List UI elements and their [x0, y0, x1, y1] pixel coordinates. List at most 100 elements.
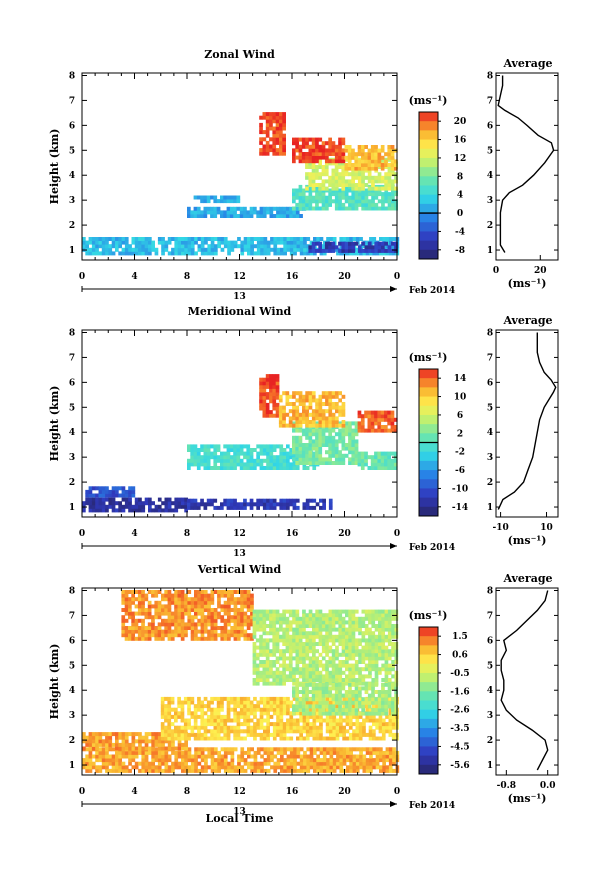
average-profile-line	[497, 75, 555, 253]
heatmap-cell	[134, 618, 139, 623]
heatmap-cell	[131, 508, 136, 513]
heatmap-cells	[82, 374, 398, 513]
heatmap-cell	[293, 750, 297, 755]
heatmap-cell	[289, 448, 293, 452]
heatmap-cell	[282, 214, 287, 218]
heatmap-cell	[98, 493, 103, 498]
heatmap-cell	[338, 652, 343, 657]
heatmap-cell	[223, 747, 228, 752]
heatmap-cell	[187, 754, 192, 759]
heatmap-cell	[365, 761, 370, 766]
heatmap-cell	[230, 729, 234, 734]
heatmap-cell	[181, 768, 185, 773]
heatmap-cell	[230, 615, 234, 620]
heatmap-cell	[367, 192, 372, 197]
heatmap-cell	[335, 634, 339, 639]
heatmap-cell	[270, 758, 274, 763]
heatmap-cell	[223, 462, 227, 467]
heatmap-cell	[305, 453, 309, 458]
heatmap-cell	[388, 725, 393, 730]
heatmap-cell	[91, 746, 96, 751]
heatmap-cell	[190, 600, 195, 605]
heatmap-cell	[308, 202, 313, 207]
heatmap-cell	[263, 768, 268, 773]
heatmap-cell	[266, 498, 270, 503]
heatmap-cell	[141, 746, 146, 751]
heatmap-cell	[272, 395, 277, 400]
heatmap-cell	[338, 172, 342, 177]
heatmap-cell	[147, 604, 152, 609]
heatmap-cell	[286, 466, 290, 470]
heatmap-cell	[246, 714, 251, 719]
heatmap-cell	[305, 409, 309, 414]
heatmap-cell	[233, 597, 238, 602]
heatmap-cell	[348, 439, 352, 444]
heatmap-cell	[374, 192, 379, 197]
heatmap-cell	[197, 611, 201, 616]
heatmap-cell	[308, 631, 313, 636]
heatmap-cell	[372, 718, 376, 723]
heatmap-cell	[285, 674, 290, 679]
heatmap-cell	[272, 455, 277, 460]
heatmap-cell	[361, 175, 365, 180]
heatmap-cell	[164, 240, 169, 245]
heatmap-cell	[197, 714, 201, 719]
heatmap-cell	[378, 725, 383, 730]
heatmap-cell	[108, 739, 113, 744]
heatmap-cell	[98, 244, 103, 249]
heatmap-cell	[380, 145, 385, 149]
heatmap-cell	[293, 240, 297, 245]
heatmap-cell	[243, 718, 247, 723]
heatmap-cell	[223, 714, 228, 719]
heatmap-cell	[210, 240, 215, 245]
heatmap-cell	[296, 237, 301, 241]
heatmap-cell	[174, 593, 178, 598]
heatmap-cell	[293, 768, 297, 773]
heatmap-cell	[371, 195, 375, 200]
heatmap-cell	[98, 768, 103, 773]
heatmap-cell	[177, 604, 182, 609]
heatmap-cell	[184, 237, 188, 241]
heatmap-cell	[151, 626, 155, 630]
heatmap-cell	[124, 604, 129, 609]
heatmap-cell	[302, 678, 306, 682]
heatmap-cell	[282, 502, 287, 507]
heatmap-cell	[302, 620, 306, 625]
heatmap-cell	[214, 247, 218, 252]
heatmap-cell	[200, 704, 205, 709]
heatmap-cell	[292, 421, 296, 426]
heatmap-cell	[111, 240, 116, 245]
heatmap-cell	[341, 394, 346, 399]
heatmap-cell	[226, 458, 231, 463]
heatmap-cell	[210, 754, 215, 759]
heatmap-cell	[328, 248, 332, 253]
heatmap-cell	[318, 642, 323, 646]
heatmap-cell	[220, 593, 225, 598]
heatmap-cell	[167, 736, 172, 741]
y-tick-label: 5	[69, 146, 75, 156]
heatmap-cell	[256, 244, 261, 249]
heatmap-cell	[246, 448, 251, 452]
heatmap-cell	[174, 497, 179, 502]
heatmap-cell	[250, 633, 254, 638]
heatmap-cell	[239, 707, 244, 712]
heatmap-cell	[161, 636, 165, 641]
heatmap-cell	[321, 391, 326, 396]
heatmap-cell	[325, 652, 329, 657]
heatmap-cell	[309, 251, 314, 256]
heatmap-cell	[325, 696, 330, 701]
heatmap-cell	[355, 768, 360, 773]
heatmap-cell	[138, 240, 142, 245]
heatmap-cell	[203, 466, 208, 470]
heatmap-cell	[194, 600, 198, 605]
heatmap-cell	[124, 746, 129, 751]
heatmap-cell	[286, 711, 290, 716]
heatmap-cell	[263, 747, 268, 752]
heatmap-cell	[377, 159, 382, 164]
heatmap-cell	[394, 186, 398, 191]
heatmap-cell	[147, 629, 152, 634]
heatmap-cell	[344, 241, 349, 246]
heatmap-cell	[207, 747, 212, 752]
heatmap-cell	[200, 458, 204, 463]
heatmap-cell	[240, 590, 244, 594]
